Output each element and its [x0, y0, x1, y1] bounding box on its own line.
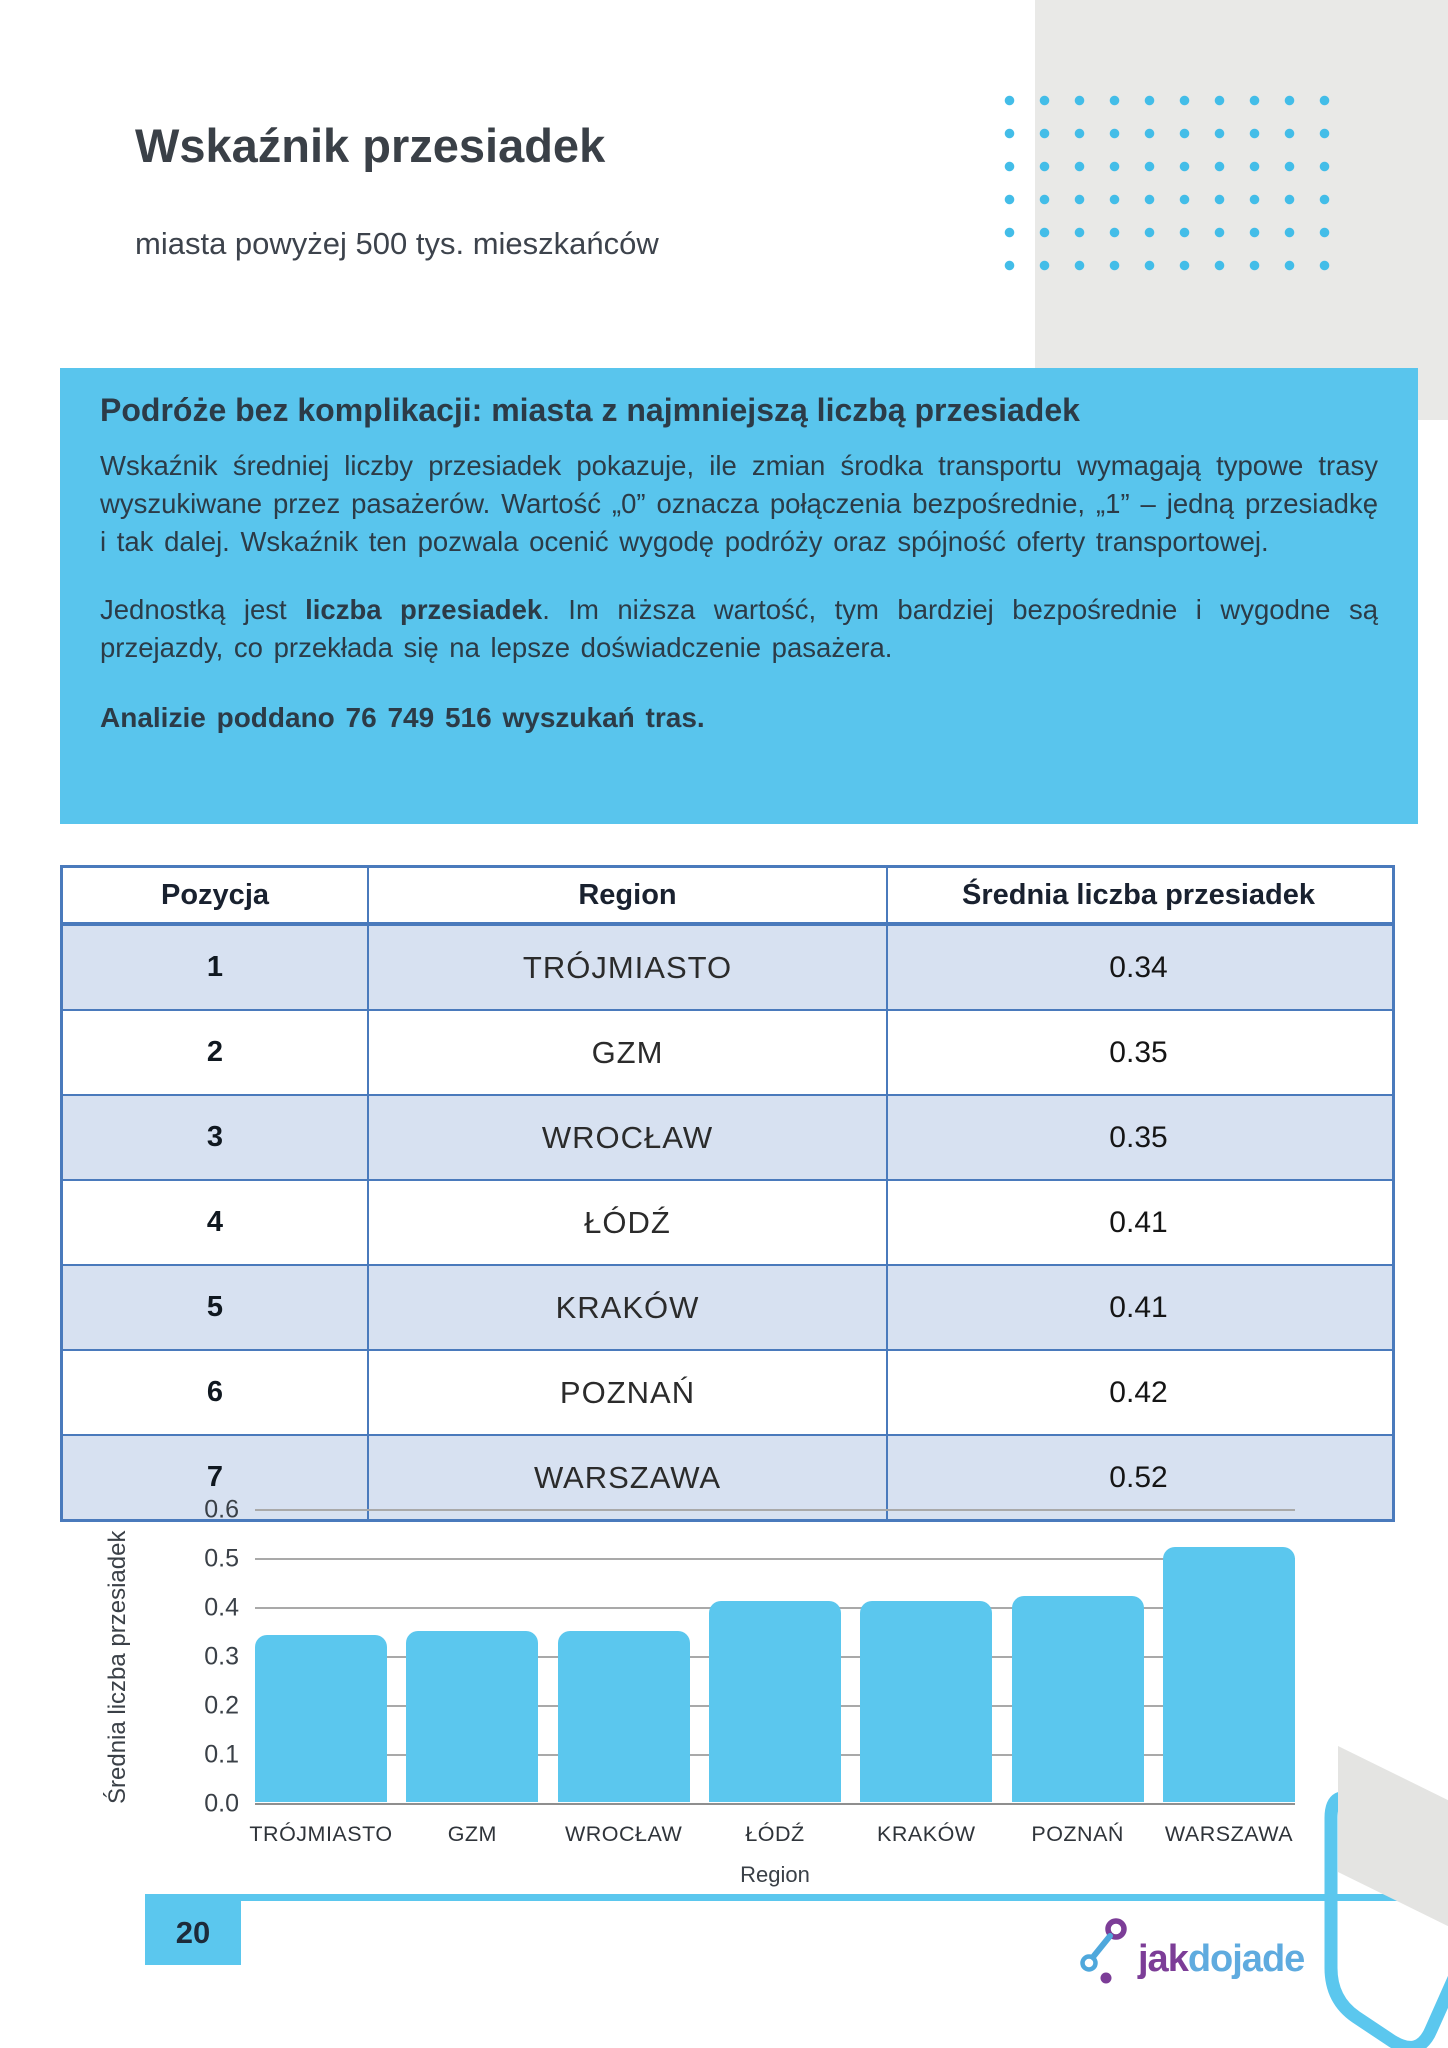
table-cell: WROCŁAW [369, 1096, 888, 1179]
x-axis-tick: WARSZAWA [1164, 1822, 1294, 1846]
jakdojade-logo: jakdojade [1076, 1916, 1305, 1986]
dot-grid-decoration [988, 80, 1338, 280]
jakdojade-route-icon [1080, 1918, 1127, 1984]
table-row: 2 GZM 0.35 [63, 1011, 1392, 1096]
table-cell: GZM [369, 1011, 888, 1094]
y-axis-tick: 0.4 [204, 1593, 239, 1622]
info-paragraph-2-suffix: . Im niższa wartość, tym bardziej bezpoś… [100, 594, 1379, 663]
table-cell: WARSZAWA [369, 1436, 888, 1519]
y-axis-tick: 0.6 [204, 1495, 239, 1524]
info-paragraph-2-bold: liczba przesiadek [305, 594, 543, 625]
y-axis-tick: 0.5 [204, 1544, 239, 1573]
logo-text-jak: jak [1138, 1938, 1189, 1980]
x-axis-tick: TRÓJMIASTO [249, 1822, 393, 1846]
y-axis-tick: 0.0 [204, 1789, 239, 1818]
bar-warszawa [1163, 1547, 1295, 1802]
bar-łódź [709, 1601, 841, 1802]
column-header-srednia: Średnia liczba przesiadek [962, 878, 1315, 911]
bar-kraków [860, 1601, 993, 1802]
table-cell: 4 [63, 1181, 369, 1264]
table-cell: 5 [63, 1266, 369, 1349]
bar-trójmiasto [255, 1635, 387, 1802]
chart-x-axis-label: Region [740, 1862, 810, 1887]
gridline [255, 1803, 1295, 1805]
table-cell: 0.34 [1109, 950, 1168, 984]
table-cell: 0.41 [1109, 1290, 1168, 1324]
ranking-table: Pozycja Region Średnia liczba przesiadek… [60, 865, 1395, 1522]
info-paragraph-analysis: Analizie poddano 76 749 516 wyszukań tra… [100, 702, 705, 733]
table-cell: 0.41 [1109, 1205, 1168, 1239]
x-axis-tick: POZNAŃ [1031, 1822, 1124, 1846]
table-cell: TRÓJMIASTO [369, 926, 888, 1009]
table-row: 4 ŁÓDŹ 0.41 [63, 1181, 1392, 1266]
y-axis-tick: 0.3 [204, 1642, 239, 1671]
table-cell: 2 [63, 1011, 369, 1094]
bar-gzm [406, 1630, 539, 1802]
info-box: Podróże bez komplikacji: miasta z najmni… [60, 368, 1418, 824]
info-box-heading: Podróże bez komplikacji: miasta z najmni… [100, 392, 1080, 428]
gridline [255, 1509, 1295, 1511]
corner-arrow-decoration [1324, 1746, 1448, 2048]
y-axis-tick: 0.2 [204, 1691, 239, 1720]
x-axis-tick: ŁÓDŹ [745, 1822, 805, 1846]
table-cell: 0.35 [1109, 1120, 1168, 1154]
table-body: 1 TRÓJMIASTO 0.34 2 GZM 0.35 3 WROCŁAW 0.35 4 ŁÓDŹ… [63, 926, 1392, 1519]
page-number: 20 [145, 1901, 241, 1965]
table-row: 3 WROCŁAW 0.35 [63, 1096, 1392, 1181]
page-title: Wskaźnik przesiadek [135, 119, 606, 172]
y-axis-tick: 0.1 [204, 1740, 239, 1769]
chart-plot-area: Region 0.0 0.1 0.2 0.3 0.4 0.5 0.6 TRÓJMIASTO GZ… [204, 1496, 1295, 1887]
jakdojade-logo-text: jakdojade [1138, 1938, 1305, 1981]
table-row: 5 KRAKÓW 0.41 [63, 1266, 1392, 1351]
logo-text-dojade: dojade [1187, 1938, 1305, 1980]
table-header-row: Pozycja Region Średnia liczba przesiadek [63, 868, 1392, 926]
chart-y-axis-label: Średnia liczba przesiadek [104, 1530, 131, 1804]
table-cell: 6 [63, 1351, 369, 1434]
page-subtitle: miasta powyżej 500 tys. mieszkańców [135, 226, 659, 261]
table-cell: 7 [63, 1436, 369, 1519]
table-cell: POZNAŃ [369, 1351, 888, 1434]
footer-rule [145, 1894, 1415, 1901]
table-cell: ŁÓDŹ [369, 1181, 888, 1264]
column-header-region: Region [369, 868, 888, 922]
info-paragraph-2: Jednostką jest liczba przesiadek. Im niż… [100, 591, 1378, 667]
bar-poznań [1011, 1596, 1144, 1802]
table-cell: 0.42 [1109, 1375, 1168, 1409]
transfers-bar-chart: Średnia liczba przesiadek Region 0.0 0.1 0… [104, 1495, 1360, 1895]
column-header-pozycja: Pozycja [63, 868, 369, 922]
table-row: 1 TRÓJMIASTO 0.34 [63, 926, 1392, 1011]
table-cell: KRAKÓW [369, 1266, 888, 1349]
x-axis-tick: KRAKÓW [877, 1822, 976, 1846]
info-paragraph-1: Wskaźnik średniej liczby przesiadek poka… [100, 450, 1378, 557]
table-cell: 0.52 [1109, 1460, 1168, 1494]
bar-wrocław [557, 1630, 690, 1802]
table-cell: 0.35 [1109, 1035, 1168, 1069]
table-row: 7 WARSZAWA 0.52 [63, 1436, 1392, 1519]
x-axis-tick: GZM [447, 1822, 497, 1846]
table-cell: 3 [63, 1096, 369, 1179]
info-paragraph-2-prefix: Jednostką jest [100, 594, 306, 625]
x-axis-tick: WROCŁAW [564, 1822, 683, 1846]
table-cell: 1 [63, 926, 369, 1009]
gridline [255, 1558, 1295, 1560]
table-row: 6 POZNAŃ 0.42 [63, 1351, 1392, 1436]
